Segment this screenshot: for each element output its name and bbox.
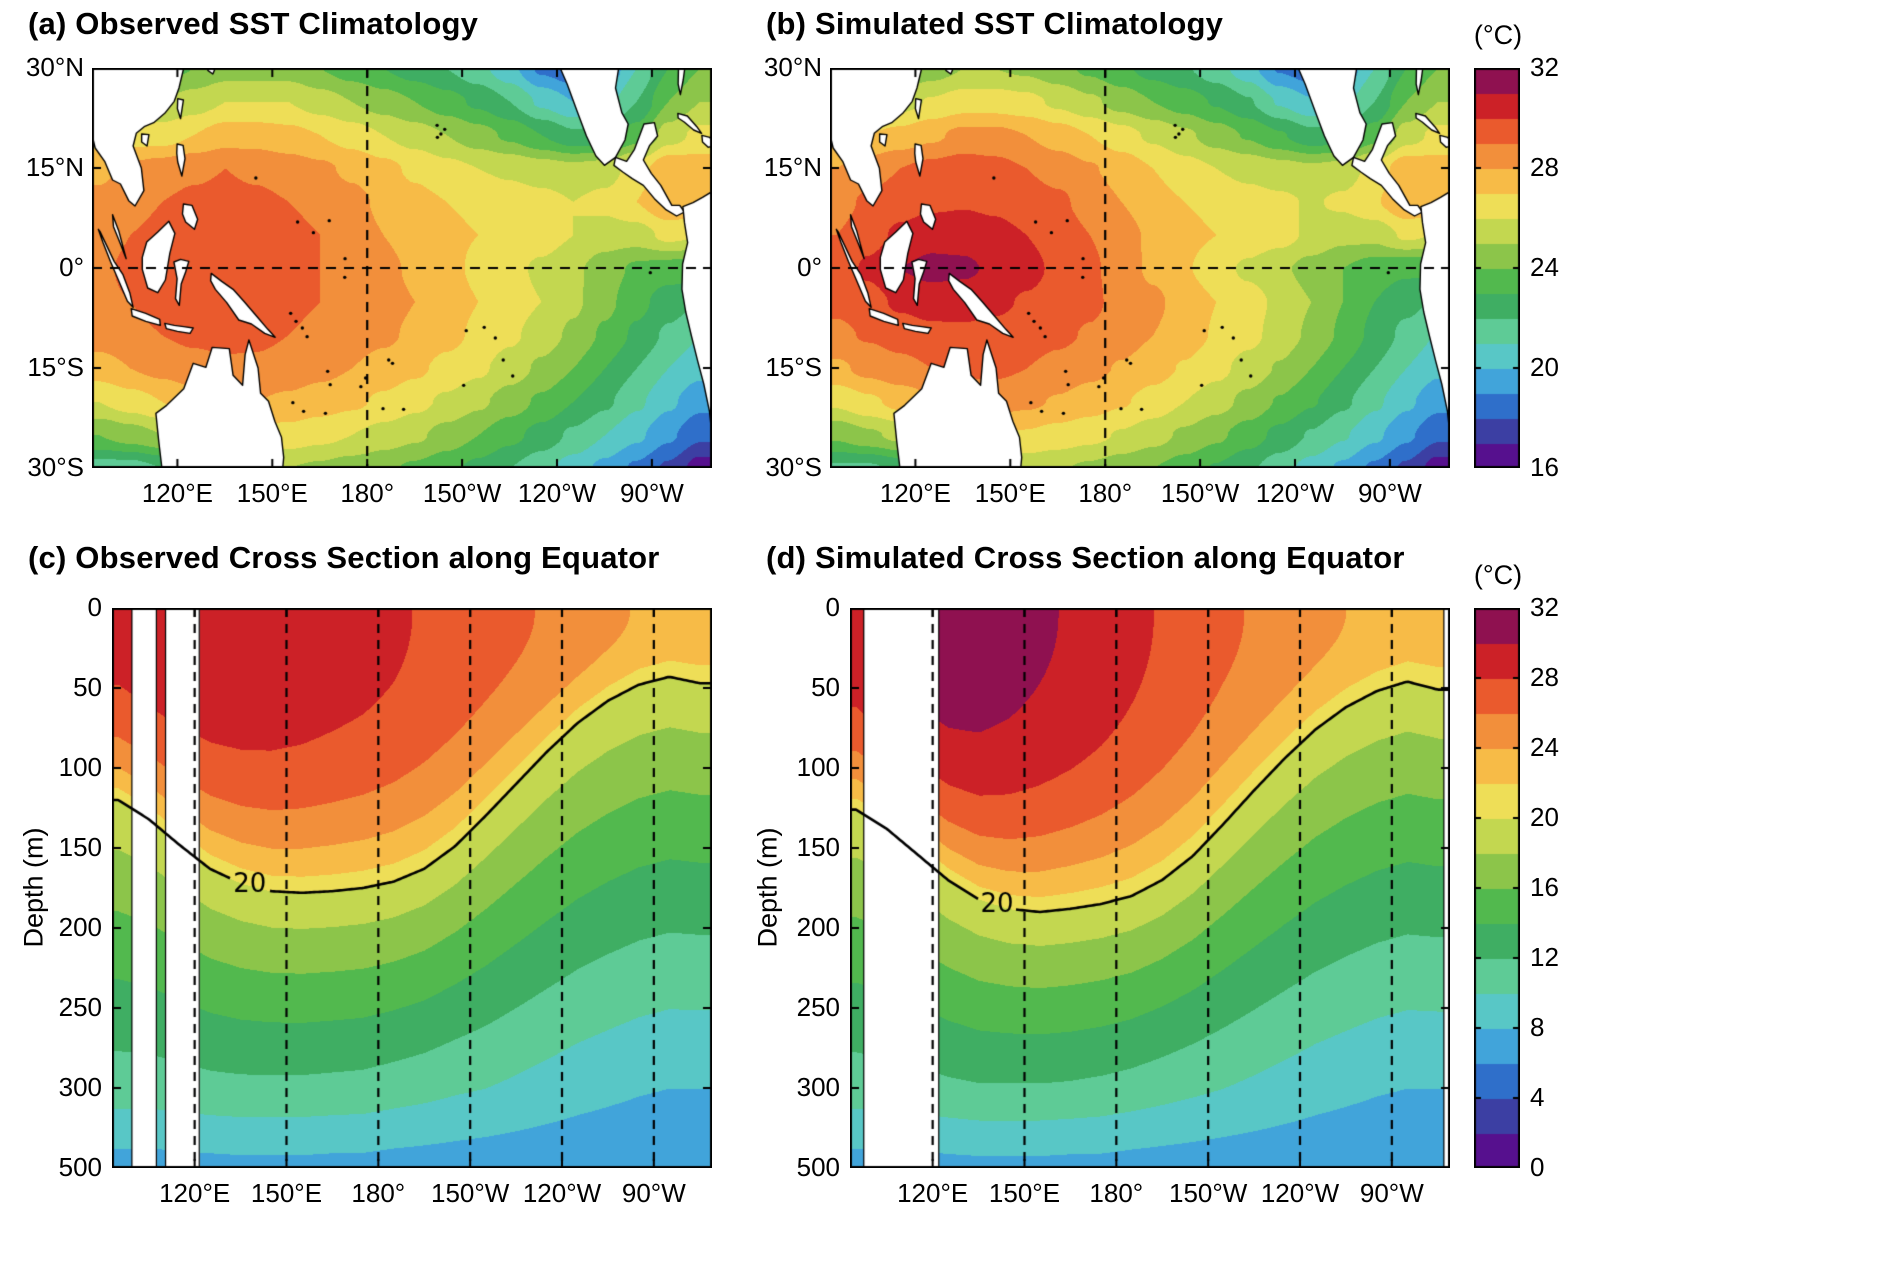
colorbar-tick-label: 28 [1530, 662, 1559, 692]
cs-y-tick-label: 50 [73, 672, 102, 702]
map-x-tick-label: 120°E [879, 478, 951, 508]
cs-x-tick-label: 180° [351, 1178, 406, 1208]
cs-y-tick-label: 500 [796, 1152, 840, 1182]
cs-x-tick-label: 150°E [250, 1178, 323, 1208]
cs-y-tick-label: 250 [58, 992, 102, 1022]
map-y-tick-label: 0° [797, 252, 822, 282]
map-x-tick-label: 90°W [619, 478, 684, 508]
map-y-tick-label: 15°S [27, 352, 84, 382]
colorbar-tick-label: 24 [1530, 732, 1559, 762]
map-y-tick-label: 15°N [763, 152, 822, 182]
observed-cross-section-canvas [112, 608, 712, 1168]
map-y-tick-label: 30°S [765, 452, 822, 482]
cs-y-tick-label: 500 [58, 1152, 102, 1182]
cs-y-tick-label: 300 [796, 1072, 840, 1102]
map-y-tick-label: 30°N [25, 52, 84, 82]
cs-y-tick-label: 100 [58, 752, 102, 782]
map-x-tick-label: 150°W [1160, 478, 1240, 508]
colorbar-tick-label: 4 [1530, 1082, 1545, 1112]
colorbar-tick-label: 8 [1530, 1012, 1545, 1042]
colorbar-tick-label: 12 [1530, 942, 1559, 972]
colorbar-tick-label: 32 [1530, 592, 1559, 622]
map-x-tick-label: 150°W [422, 478, 502, 508]
cs-y-tick-label: 200 [796, 912, 840, 942]
map-y-tick-label: 0° [59, 252, 84, 282]
cs-x-tick-label: 150°E [988, 1178, 1061, 1208]
map-x-tick-label: 180° [1078, 478, 1133, 508]
colorbar-tick-label: 32 [1530, 52, 1559, 82]
cs-y-tick-label: 150 [796, 832, 840, 862]
observed-sst-map-canvas [92, 68, 712, 468]
cs-y-tick-label: 0 [825, 592, 840, 622]
map-y-tick-label: 30°S [27, 452, 84, 482]
cs-x-tick-label: 150°W [1168, 1178, 1248, 1208]
colorbar-tick-label: 16 [1530, 872, 1559, 902]
colorbar-tick-label: 20 [1530, 802, 1559, 832]
map-x-tick-label: 120°W [517, 478, 597, 508]
cs-x-tick-label: 120°E [897, 1178, 969, 1208]
map-x-tick-label: 150°E [236, 478, 308, 508]
cs-x-tick-label: 150°W [430, 1178, 510, 1208]
cs-y-tick-label: 200 [58, 912, 102, 942]
simulated-cross-section-canvas [850, 608, 1450, 1168]
panel-c-title: (c) Observed Cross Section along Equator [28, 540, 660, 575]
map-x-tick-label: 90°W [1357, 478, 1422, 508]
map-y-tick-label: 30°N [763, 52, 822, 82]
colorbar-tick-label: 24 [1530, 252, 1559, 282]
colorbar-tick-label: 0 [1530, 1152, 1545, 1182]
cs-x-tick-label: 90°W [621, 1178, 686, 1208]
cs-y-tick-label: 0 [87, 592, 102, 622]
panel-b-title: (b) Simulated SST Climatology [766, 6, 1224, 41]
colorbar-bottom-unit-label: (°C) [1473, 560, 1523, 590]
panel-c-depth-axis-label: Depth (m) [18, 827, 49, 948]
simulated-sst-map-canvas [830, 68, 1450, 468]
cross-section-colorbar-canvas [1474, 608, 1520, 1168]
cs-x-tick-label: 120°W [1260, 1178, 1340, 1208]
cs-x-tick-label: 120°W [522, 1178, 602, 1208]
cs-y-tick-label: 100 [796, 752, 840, 782]
cs-y-tick-label: 300 [58, 1072, 102, 1102]
map-x-tick-label: 120°E [141, 478, 213, 508]
cs-y-tick-label: 50 [811, 672, 840, 702]
panel-a-title: (a) Observed SST Climatology [28, 6, 479, 41]
cs-x-tick-label: 180° [1089, 1178, 1144, 1208]
panel-d-title: (d) Simulated Cross Section along Equato… [766, 540, 1405, 575]
colorbar-tick-label: 16 [1530, 452, 1559, 482]
colorbar-tick-label: 20 [1530, 352, 1559, 382]
cs-y-tick-label: 250 [796, 992, 840, 1022]
map-x-tick-label: 120°W [1255, 478, 1335, 508]
map-x-tick-label: 180° [340, 478, 395, 508]
map-y-tick-label: 15°S [765, 352, 822, 382]
cs-x-tick-label: 90°W [1359, 1178, 1424, 1208]
colorbar-tick-label: 28 [1530, 152, 1559, 182]
panel-d-depth-axis-label: Depth (m) [752, 827, 783, 948]
sst-colorbar-canvas [1474, 68, 1520, 468]
cs-x-tick-label: 120°E [159, 1178, 231, 1208]
map-y-tick-label: 15°N [25, 152, 84, 182]
map-x-tick-label: 150°E [974, 478, 1046, 508]
cs-y-tick-label: 150 [58, 832, 102, 862]
colorbar-top-unit-label: (°C) [1473, 20, 1523, 50]
